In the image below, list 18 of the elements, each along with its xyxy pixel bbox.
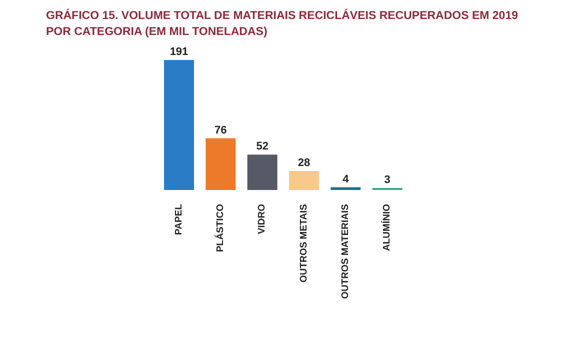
- data-label: 28: [298, 156, 310, 169]
- bar: [206, 138, 236, 190]
- x-tick-label: OUTROS MATERIAIS: [340, 204, 351, 299]
- data-label: 76: [214, 124, 227, 136]
- data-label: 52: [256, 140, 268, 153]
- bar: [289, 170, 319, 190]
- x-tick-label: ALUMÍNIO: [380, 204, 393, 251]
- x-tick-label: OUTROS METAIS: [298, 204, 310, 282]
- chart-title: GRÁFICO 15. VOLUME TOTAL DE MATERIAIS RECICLÁVEIS RECUPERADOS EM 2019 POR CATEGORIA (EM MIL TONELADAS): [46, 8, 519, 40]
- bar: [330, 187, 361, 190]
- bar: [164, 60, 194, 190]
- data-label: 4: [342, 173, 350, 186]
- x-tick-label: VIDRO: [256, 204, 268, 234]
- data-label: 191: [170, 46, 188, 58]
- bar: [247, 154, 278, 190]
- x-tick-label: PAPEL: [173, 204, 184, 235]
- data-label: 3: [384, 174, 390, 186]
- x-tick-label: PLÁSTICO: [214, 204, 226, 252]
